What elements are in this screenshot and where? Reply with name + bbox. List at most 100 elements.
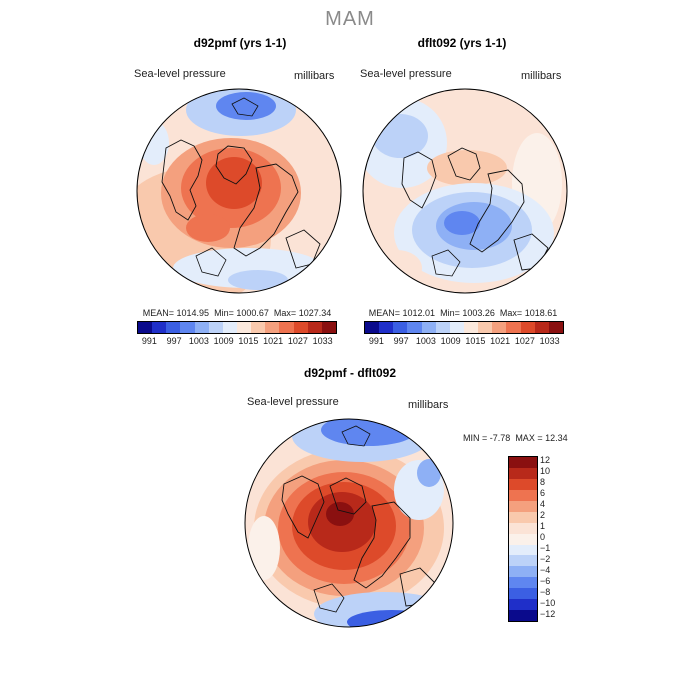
colorbar-tick-label: 1003 <box>188 336 209 346</box>
right-max-value: 1018.61 <box>524 308 558 318</box>
colorbar-tick-label: 10 <box>540 466 551 477</box>
left-max-label: Max= <box>273 308 297 318</box>
colorbar-swatch <box>393 322 408 333</box>
left-min-value: 1000.67 <box>236 308 269 318</box>
colorbar-swatch <box>379 322 394 333</box>
colorbar-swatch <box>421 322 436 333</box>
colorbar-tick-label: 1015 <box>238 336 259 346</box>
colorbar-tick-label: 1027 <box>287 336 308 346</box>
colorbar-swatch <box>509 478 537 490</box>
diff-max-label: MAX = <box>515 433 543 443</box>
colorbar-swatch <box>509 599 537 611</box>
diff-colorbar-ticks: 12 10 8 6 4 2 1 0 −1 −2 −4 −6 −8 −10 −12 <box>540 455 580 620</box>
colorbar-tick-label: 991 <box>368 336 384 346</box>
right-mean-value: 1012.01 <box>402 308 436 318</box>
colorbar-swatch <box>307 322 322 333</box>
right-colorbar-ticks: 991 997 1003 1009 1015 1021 1027 1033 <box>364 336 562 346</box>
diff-stats: MIN = -7.78 MAX = 12.34 <box>463 433 568 443</box>
colorbar-tick-label: 997 <box>166 336 182 346</box>
colorbar-tick-label: −10 <box>540 597 556 608</box>
colorbar-tick-label: 0 <box>540 532 546 542</box>
colorbar-tick-label: 997 <box>393 336 409 346</box>
colorbar-tick-label: 2 <box>540 510 546 521</box>
colorbar-tick-label: 8 <box>540 477 546 488</box>
colorbar-tick-label: −8 <box>540 586 551 597</box>
colorbar-swatch <box>180 322 195 333</box>
colorbar-swatch <box>509 588 537 600</box>
colorbar-swatch <box>509 533 537 545</box>
left-panel-title: d92pmf (yrs 1-1) <box>193 36 287 50</box>
right-colorbar <box>364 321 564 334</box>
colorbar-swatch <box>509 457 537 468</box>
colorbar-swatch <box>407 322 422 333</box>
left-polar-map <box>136 88 342 294</box>
colorbar-swatch <box>138 322 153 333</box>
diff-min-label: MIN = <box>463 433 488 443</box>
left-variable-label: Sea-level pressure <box>134 68 226 80</box>
colorbar-tick-label: −4 <box>540 564 551 575</box>
left-stats: MEAN= 1014.95 Min= 1000.67 Max= 1027.34 <box>128 308 346 318</box>
colorbar-swatch <box>509 489 537 501</box>
colorbar-tick-label: 1009 <box>440 336 461 346</box>
colorbar-swatch <box>293 322 308 333</box>
right-units-label: millibars <box>521 70 562 82</box>
right-panel-title: dflt092 (yrs 1-1) <box>417 36 507 50</box>
colorbar-swatch <box>509 566 537 578</box>
colorbar-swatch <box>509 511 537 523</box>
colorbar-tick-label: −12 <box>540 608 556 619</box>
season-title: MAM <box>325 8 375 30</box>
right-max-label: Max= <box>499 308 523 318</box>
left-min-label: Min= <box>214 308 234 318</box>
colorbar-swatch <box>279 322 294 333</box>
right-min-label: Min= <box>440 308 460 318</box>
colorbar-swatch <box>509 555 537 567</box>
colorbar-tick-label: 1033 <box>312 336 333 346</box>
colorbar-swatch <box>509 610 537 622</box>
colorbar-tick-label: 1021 <box>263 336 284 346</box>
colorbar-tick-label: −1 <box>540 542 551 553</box>
colorbar-swatch <box>365 322 380 333</box>
colorbar-swatch <box>520 322 535 333</box>
diff-max-value: 12.34 <box>545 433 568 443</box>
left-colorbar-ticks: 991 997 1003 1009 1015 1021 1027 1033 <box>137 336 335 346</box>
diff-min-value: -7.78 <box>489 433 511 443</box>
colorbar-swatch <box>236 322 252 333</box>
right-min-value: 1003.26 <box>462 308 495 318</box>
left-max-value: 1027.34 <box>298 308 332 318</box>
colorbar-swatch <box>194 322 209 333</box>
colorbar-swatch <box>534 322 549 333</box>
colorbar-swatch <box>478 322 493 333</box>
colorbar-swatch <box>265 322 280 333</box>
diff-colorbar <box>508 456 538 622</box>
colorbar-swatch <box>509 500 537 512</box>
colorbar-tick-label: 1015 <box>465 336 486 346</box>
right-variable-label: Sea-level pressure <box>360 68 452 80</box>
colorbar-swatch <box>435 322 450 333</box>
colorbar-tick-label: 12 <box>540 455 551 466</box>
colorbar-tick-label: −6 <box>540 575 551 586</box>
left-mean-label: MEAN= <box>142 308 174 318</box>
colorbar-swatch <box>509 544 537 556</box>
colorbar-swatch <box>463 322 479 333</box>
diff-variable-label: Sea-level pressure <box>247 396 339 408</box>
colorbar-swatch <box>509 522 537 534</box>
colorbar-tick-label: 1027 <box>514 336 535 346</box>
colorbar-swatch <box>208 322 223 333</box>
colorbar-swatch <box>506 322 521 333</box>
colorbar-swatch <box>492 322 507 333</box>
colorbar-swatch <box>548 322 563 333</box>
colorbar-tick-label: 1003 <box>415 336 436 346</box>
colorbar-swatch <box>222 322 237 333</box>
colorbar-swatch <box>251 322 266 333</box>
colorbar-swatch <box>152 322 167 333</box>
colorbar-swatch <box>509 577 537 589</box>
colorbar-tick-label: 6 <box>540 488 546 499</box>
left-units-label: millibars <box>294 70 335 82</box>
diff-panel-title: d92pmf - dflt092 <box>303 366 396 380</box>
colorbar-tick-label: 1009 <box>213 336 234 346</box>
colorbar-tick-label: 1033 <box>539 336 560 346</box>
left-mean-value: 1014.95 <box>176 308 210 318</box>
colorbar-tick-label: 4 <box>540 499 546 510</box>
colorbar-tick-label: −2 <box>540 553 551 564</box>
colorbar-swatch <box>321 322 336 333</box>
